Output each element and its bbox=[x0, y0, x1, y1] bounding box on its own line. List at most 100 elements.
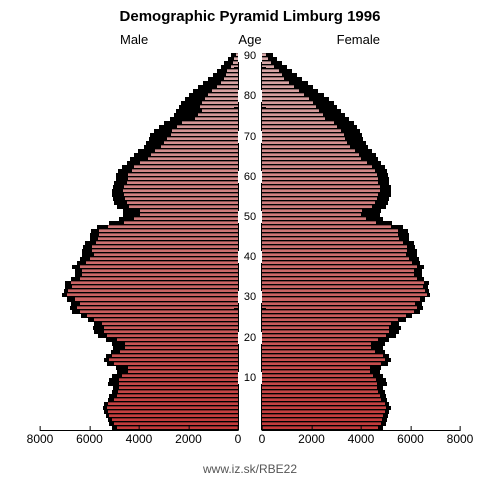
age-bar bbox=[40, 330, 238, 334]
age-bar bbox=[40, 177, 238, 181]
age-bar bbox=[40, 169, 238, 173]
age-bar bbox=[262, 181, 460, 185]
pyramid-chart: Demographic Pyramid Limburg 1996 Male Ag… bbox=[0, 0, 500, 500]
age-bar bbox=[40, 273, 238, 277]
age-bar bbox=[40, 157, 238, 161]
age-bar bbox=[262, 269, 460, 273]
y-tick-label: 80 bbox=[238, 90, 262, 102]
age-bar bbox=[262, 406, 460, 410]
age-bar bbox=[262, 225, 460, 229]
age-bar bbox=[262, 185, 460, 189]
age-bar bbox=[262, 245, 460, 249]
age-bar bbox=[40, 414, 238, 418]
age-bar bbox=[262, 265, 460, 269]
y-tick-label: 30 bbox=[238, 291, 262, 303]
female-bars bbox=[262, 52, 460, 430]
age-bar bbox=[40, 61, 238, 65]
age-bar bbox=[40, 233, 238, 237]
x-tick-label: 4000 bbox=[348, 432, 375, 446]
age-bar bbox=[40, 185, 238, 189]
age-bar bbox=[40, 133, 238, 137]
age-bar bbox=[40, 113, 238, 117]
x-tick-label: 0 bbox=[235, 432, 242, 446]
age-bar bbox=[262, 402, 460, 406]
age-bar bbox=[40, 165, 238, 169]
age-bar bbox=[40, 105, 238, 109]
age-bar bbox=[262, 221, 460, 225]
age-bar bbox=[262, 97, 460, 101]
female-panel bbox=[262, 52, 460, 430]
age-bar bbox=[40, 382, 238, 386]
age-bar bbox=[40, 129, 238, 133]
age-bar bbox=[40, 285, 238, 289]
age-bar bbox=[262, 382, 460, 386]
age-bar bbox=[40, 366, 238, 370]
age-bar bbox=[40, 141, 238, 145]
age-bar bbox=[262, 277, 460, 281]
age-bar bbox=[40, 209, 238, 213]
y-tick-label: 60 bbox=[238, 171, 262, 183]
age-bar bbox=[40, 338, 238, 342]
source-label: www.iz.sk/RBE22 bbox=[0, 462, 500, 476]
age-bar bbox=[262, 354, 460, 358]
age-bar bbox=[40, 245, 238, 249]
x-tick-label: 6000 bbox=[76, 432, 103, 446]
y-tick-label: 20 bbox=[238, 332, 262, 344]
age-bar bbox=[40, 161, 238, 165]
age-bar bbox=[262, 85, 460, 89]
age-bar bbox=[262, 310, 460, 314]
age-bar bbox=[262, 366, 460, 370]
age-bar bbox=[262, 73, 460, 77]
age-bar bbox=[262, 65, 460, 69]
age-bar bbox=[40, 77, 238, 81]
age-bar bbox=[40, 418, 238, 422]
age-bar bbox=[262, 213, 460, 217]
age-bar bbox=[40, 378, 238, 382]
age-bar bbox=[40, 374, 238, 378]
age-bar bbox=[262, 93, 460, 97]
age-bar bbox=[262, 293, 460, 297]
x-tick-label: 8000 bbox=[27, 432, 54, 446]
age-bar bbox=[40, 402, 238, 406]
age-bar bbox=[262, 125, 460, 129]
age-bar bbox=[262, 237, 460, 241]
age-bar bbox=[40, 261, 238, 265]
female-label: Female bbox=[337, 32, 380, 47]
age-bar bbox=[40, 237, 238, 241]
age-bar bbox=[262, 338, 460, 342]
age-bar bbox=[262, 193, 460, 197]
age-bar bbox=[262, 117, 460, 121]
age-bar bbox=[40, 257, 238, 261]
age-label: Age bbox=[0, 32, 500, 47]
age-bar bbox=[40, 306, 238, 310]
age-bar bbox=[262, 89, 460, 93]
age-bar bbox=[40, 149, 238, 153]
age-bar bbox=[40, 153, 238, 157]
age-bar bbox=[262, 205, 460, 209]
age-bar bbox=[262, 133, 460, 137]
age-bar bbox=[262, 165, 460, 169]
age-bar bbox=[40, 293, 238, 297]
age-bar bbox=[262, 177, 460, 181]
age-bar bbox=[262, 330, 460, 334]
age-bar bbox=[40, 281, 238, 285]
age-bar bbox=[262, 109, 460, 113]
x-tick-label: 8000 bbox=[447, 432, 474, 446]
age-bar bbox=[40, 362, 238, 366]
age-bar bbox=[262, 253, 460, 257]
age-bar bbox=[262, 358, 460, 362]
age-bar bbox=[262, 141, 460, 145]
age-bar bbox=[262, 217, 460, 221]
age-bar bbox=[40, 326, 238, 330]
male-bars bbox=[40, 52, 238, 430]
age-bar bbox=[262, 121, 460, 125]
age-bar bbox=[40, 205, 238, 209]
age-bar bbox=[262, 334, 460, 338]
age-bar bbox=[40, 73, 238, 77]
age-bar bbox=[262, 326, 460, 330]
x-tick-label: 4000 bbox=[126, 432, 153, 446]
age-bar bbox=[262, 342, 460, 346]
age-bar bbox=[40, 81, 238, 85]
age-bar bbox=[40, 197, 238, 201]
age-bar bbox=[262, 362, 460, 366]
